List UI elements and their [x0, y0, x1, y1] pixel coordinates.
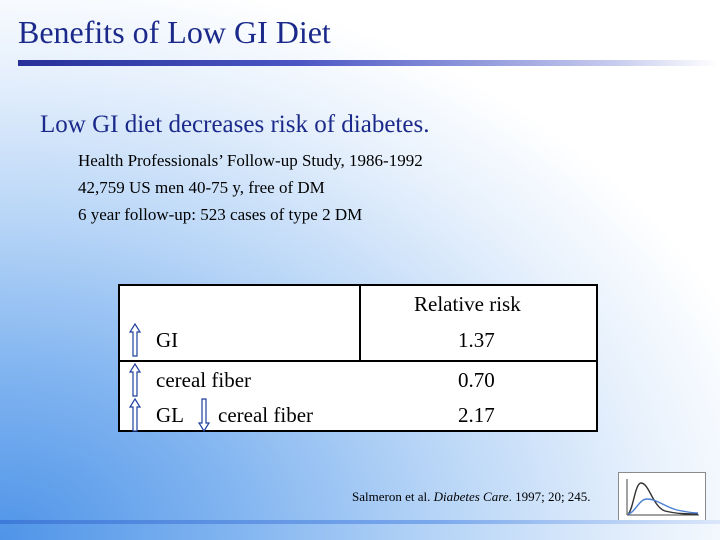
- table-header-relative-risk: Relative risk: [414, 292, 521, 316]
- row-label-cereal-fiber: cereal fiber: [156, 368, 252, 392]
- up-arrow-icon: [129, 363, 141, 397]
- row-value-gi: 1.37: [458, 328, 495, 352]
- study-detail-3: 6 year follow-up: 523 cases of type 2 DM: [78, 205, 363, 224]
- down-arrow-icon: [198, 398, 210, 432]
- up-arrow-icon: [129, 323, 141, 357]
- slide-title: Benefits of Low GI Diet: [18, 14, 331, 50]
- study-detail-2: 42,759 US men 40-75 y, free of DM: [78, 178, 325, 197]
- citation-journal: Diabetes Care: [433, 489, 509, 504]
- title-underline: [18, 60, 718, 66]
- relative-risk-table: Relative risk GI 1.37 cereal fiber 0.70 …: [118, 284, 598, 432]
- study-detail-1: Health Professionals’ Follow-up Study, 1…: [78, 151, 423, 170]
- bottom-rule: [0, 520, 720, 524]
- citation-authors: Salmeron et al.: [352, 489, 431, 504]
- glucose-curve-icon: [626, 479, 699, 516]
- row-value-cereal-fiber: 0.70: [458, 368, 495, 392]
- table-column-divider: [359, 286, 361, 360]
- table-row-divider: [120, 360, 596, 362]
- up-arrow-icon: [129, 398, 141, 432]
- row-label-gl: GL: [156, 403, 184, 427]
- row-label-gi: GI: [156, 328, 179, 352]
- citation: Salmeron et al. Diabetes Care. 1997; 20;…: [352, 489, 591, 505]
- headline: Low GI diet decreases risk of diabetes.: [40, 111, 430, 138]
- citation-details: 1997; 20; 245.: [515, 489, 591, 504]
- row-label-cereal-fiber-2: cereal fiber: [218, 403, 314, 427]
- row-value-gl: 2.17: [458, 403, 495, 427]
- gi-curve-logo: [618, 472, 706, 524]
- citation-period: .: [508, 489, 512, 504]
